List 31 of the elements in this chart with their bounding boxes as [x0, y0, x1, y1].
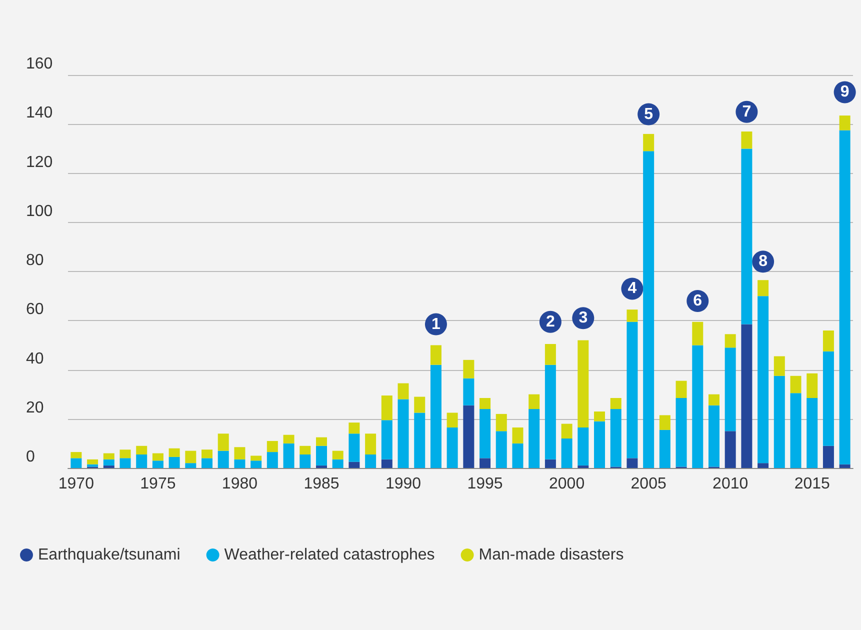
annotation: 3: [578, 310, 588, 327]
annotation: 2: [546, 313, 555, 330]
y-tick-label: 0: [26, 448, 35, 466]
annotation: 7: [742, 103, 752, 120]
x-tick-label: 1980: [222, 476, 258, 492]
y-tick-label: 60: [26, 301, 44, 318]
x-tick-label: 1990: [385, 476, 422, 492]
x-tick-label: 1995: [467, 476, 503, 492]
x-tick-label: 2010: [712, 476, 748, 492]
y-tick-label: 40: [26, 350, 44, 368]
annotation: 9: [840, 84, 850, 101]
annotation: 1: [432, 316, 441, 333]
x-tick-label: 1985: [304, 476, 340, 492]
annotation: 4: [628, 280, 637, 298]
y-tick-label: 140: [26, 104, 53, 122]
legend-label: Earthquake/tsunami: [38, 546, 180, 564]
annotation: 8: [758, 253, 768, 270]
y-tick-label: 100: [26, 202, 53, 220]
y-tick-label: 80: [26, 252, 44, 269]
x-tick-label: 2015: [794, 476, 830, 492]
annotation: 6: [693, 292, 702, 310]
x-tick-label: 2000: [549, 476, 585, 492]
x-tick-label: 1970: [58, 476, 94, 492]
y-tick-label: 20: [26, 399, 44, 416]
y-tick-label: 120: [26, 154, 53, 171]
annotation: 5: [644, 106, 654, 123]
legend-label: Man-made disasters: [478, 546, 624, 564]
x-tick-label: 1975: [140, 476, 176, 492]
x-tick-label: 2005: [630, 476, 666, 492]
y-tick-label: 160: [26, 56, 53, 72]
legend-label: Weather-related catastrophes: [224, 546, 435, 564]
